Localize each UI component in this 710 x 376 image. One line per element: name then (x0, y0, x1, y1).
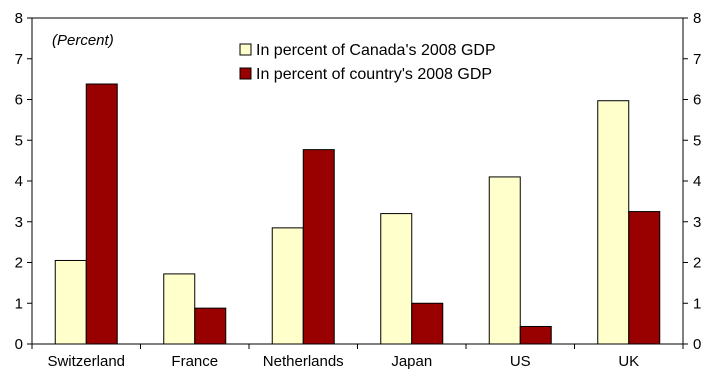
y-tick-label-right: 0 (693, 336, 701, 353)
y-tick-label-right: 8 (693, 10, 701, 27)
y-tick-label-right: 1 (693, 295, 701, 312)
y-tick-label-right: 3 (693, 214, 701, 231)
legend-swatch-country-gdp (239, 67, 252, 80)
y-tick-label-left: 2 (15, 255, 23, 272)
y-tick-label-right: 7 (693, 51, 701, 68)
bar-canada-gdp (54, 259, 87, 345)
y-axis-left: 0 1 2 3 4 5 6 7 8 (15, 10, 32, 353)
legend-label-canada-gdp: In percent of Canada's 2008 GDP (256, 42, 496, 59)
y-axis-right: 0 1 2 3 4 5 6 7 8 (683, 10, 701, 353)
y-tick-label-left: 1 (15, 295, 23, 312)
x-tick-label: Netherlands (263, 353, 344, 370)
bar-canada-gdp (163, 273, 196, 345)
x-tick-label: France (171, 353, 218, 370)
x-tick-label: Switzerland (47, 353, 125, 370)
y-tick-label-left: 4 (15, 173, 23, 190)
y-tick-label-right: 4 (693, 173, 701, 190)
chart-annotation: (Percent) (52, 32, 114, 49)
bar-country-gdp (194, 307, 227, 345)
bar-canada-gdp (488, 176, 521, 345)
bars (54, 83, 661, 345)
legend: In percent of Canada's 2008 GDP In perce… (239, 42, 496, 83)
bar-canada-gdp (597, 100, 630, 345)
legend-label-country-gdp: In percent of country's 2008 GDP (256, 66, 492, 83)
y-tick-label-left: 5 (15, 132, 23, 149)
legend-swatch-canada-gdp (239, 43, 252, 56)
bar-country-gdp (628, 211, 661, 345)
bar-country-gdp (302, 149, 335, 345)
bar-country-gdp (519, 325, 552, 345)
y-tick-label-left: 0 (15, 336, 23, 353)
plot-frame (31, 17, 684, 345)
x-axis: Switzerland France Netherlands Japan US UK (31, 344, 684, 370)
y-tick-label-left: 3 (15, 214, 23, 231)
bar-canada-gdp (380, 213, 413, 345)
y-tick-label-right: 5 (693, 132, 701, 149)
x-tick-label: UK (618, 353, 639, 370)
x-tick-label: Japan (391, 353, 432, 370)
bar-canada-gdp (271, 227, 304, 345)
y-tick-label-right: 2 (693, 255, 701, 272)
bar-country-gdp (85, 83, 118, 345)
y-tick-label-left: 6 (15, 92, 23, 109)
y-tick-label-right: 6 (693, 92, 701, 109)
bar-country-gdp (411, 302, 444, 345)
y-tick-label-left: 8 (15, 10, 23, 27)
x-tick-label: US (510, 353, 531, 370)
y-tick-label-left: 7 (15, 51, 23, 68)
